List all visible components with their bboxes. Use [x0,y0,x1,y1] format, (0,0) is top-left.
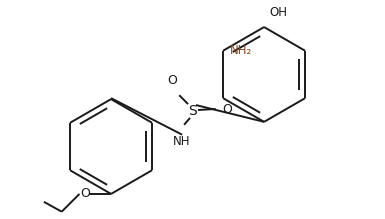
Text: O: O [223,102,233,115]
Text: OH: OH [269,6,287,19]
Text: O: O [167,74,177,87]
Text: O: O [80,187,90,200]
Text: S: S [187,104,196,118]
Text: NH₂: NH₂ [230,44,252,57]
Text: NH: NH [172,135,190,148]
